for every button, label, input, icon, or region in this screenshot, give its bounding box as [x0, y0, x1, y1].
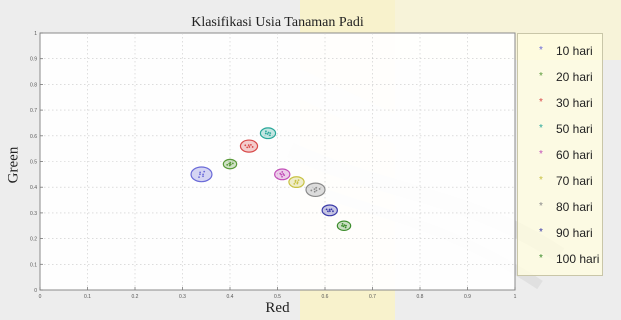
- tick-labels: 0 0.1 0.2 0.3 0.4 0.5 0.6 0.7 0.8 0.9 1 0 0.1 0.2 0.3 0…: [30, 31, 517, 300]
- legend-label: 30 hari: [556, 96, 593, 110]
- data-point-20-hari: [222, 158, 238, 170]
- y-tick-label: 0.6: [30, 134, 37, 140]
- legend-item: * 50 hari: [518, 116, 602, 142]
- legend-label: 100 hari: [556, 252, 600, 266]
- data-point-50-hari: [259, 127, 277, 140]
- legend-item: * 100 hari: [518, 246, 602, 272]
- grid-lines: [39, 32, 516, 291]
- legend: * 10 hari * 20 hari * 30 hari * 50 hari * 60 hari…: [517, 33, 603, 276]
- legend-label: 90 hari: [556, 226, 593, 240]
- legend-label: 80 hari: [556, 200, 593, 214]
- x-tick-label: 0.6: [322, 294, 329, 300]
- legend-item: * 10 hari: [518, 38, 602, 64]
- data-point-70-hari: [288, 176, 305, 189]
- legend-item: * 90 hari: [518, 220, 602, 246]
- legend-label: 50 hari: [556, 122, 593, 136]
- legend-item: * 80 hari: [518, 194, 602, 220]
- data-point-80-hari: [305, 182, 326, 198]
- legend-marker-icon: *: [539, 253, 543, 264]
- y-tick-label: 1: [34, 31, 37, 37]
- data-points: [190, 127, 352, 232]
- data-point-30-hari: [239, 139, 259, 153]
- legend-marker-icon: *: [539, 97, 543, 108]
- x-tick-label: 0.9: [464, 294, 471, 300]
- legend-marker-icon: *: [539, 45, 543, 56]
- legend-marker-icon: *: [539, 227, 543, 238]
- legend-label: 60 hari: [556, 148, 593, 162]
- data-point-100-hari: [336, 220, 352, 232]
- legend-item: * 20 hari: [518, 64, 602, 90]
- chart-title: Klasifikasi Usia Tanaman Padi: [191, 15, 364, 30]
- legend-label: 10 hari: [556, 44, 593, 58]
- x-tick-label: 1: [514, 294, 517, 300]
- y-tick-label: 0.4: [30, 185, 37, 191]
- y-tick-label: 0.1: [30, 262, 37, 268]
- y-tick-label: 0: [34, 288, 37, 294]
- data-point-10-hari: [190, 166, 213, 183]
- legend-item: * 60 hari: [518, 142, 602, 168]
- legend-marker-icon: *: [539, 71, 543, 82]
- legend-item: * 70 hari: [518, 168, 602, 194]
- legend-marker-icon: *: [539, 149, 543, 160]
- y-axis-label: Green: [5, 146, 22, 184]
- x-tick-label: 0.4: [227, 294, 234, 300]
- legend-marker-icon: *: [539, 201, 543, 212]
- x-tick-label: 0.8: [417, 294, 424, 300]
- legend-marker-icon: *: [539, 175, 543, 186]
- legend-item: * 30 hari: [518, 90, 602, 116]
- data-point-90-hari: [321, 204, 338, 217]
- x-tick-label: 0.2: [132, 294, 139, 300]
- x-tick-label: 0: [39, 294, 42, 300]
- legend-marker-icon: *: [539, 123, 543, 134]
- x-tick-label: 0.5: [274, 294, 281, 300]
- x-tick-label: 0.3: [179, 294, 186, 300]
- data-point-60-hari: [274, 168, 291, 181]
- y-tick-label: 0.2: [30, 237, 37, 243]
- y-tick-label: 0.3: [30, 211, 37, 217]
- x-axis-label: Red: [265, 300, 290, 316]
- y-tick-label: 0.9: [30, 57, 37, 63]
- x-tick-label: 0.1: [84, 294, 91, 300]
- x-tick-label: 0.7: [369, 294, 376, 300]
- y-tick-label: 0.8: [30, 82, 37, 88]
- y-tick-label: 0.7: [30, 108, 37, 114]
- legend-label: 20 hari: [556, 70, 593, 84]
- legend-label: 70 hari: [556, 174, 593, 188]
- y-tick-label: 0.5: [30, 160, 37, 166]
